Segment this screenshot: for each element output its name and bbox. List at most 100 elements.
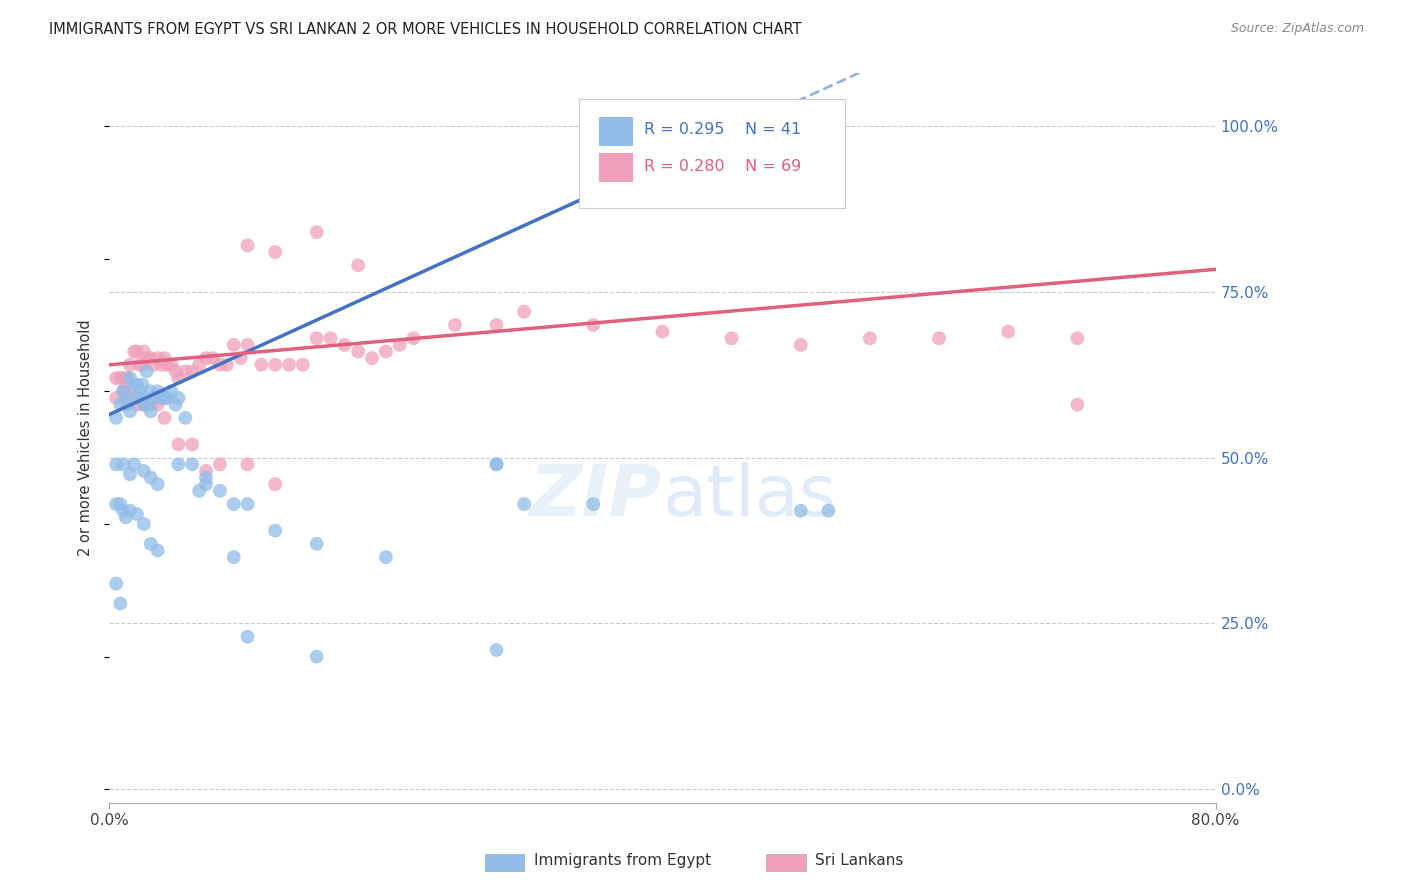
- Point: [188, 358, 211, 372]
- Point: [485, 457, 508, 471]
- Point: [118, 467, 141, 482]
- Point: [105, 576, 128, 591]
- Point: [167, 437, 190, 451]
- Point: [150, 391, 173, 405]
- Point: [236, 338, 259, 352]
- Point: [651, 325, 673, 339]
- Point: [402, 331, 425, 345]
- Point: [513, 304, 536, 318]
- Point: [859, 331, 882, 345]
- Point: [374, 550, 396, 565]
- Point: [513, 497, 536, 511]
- Point: [122, 457, 145, 471]
- Bar: [599, 117, 633, 146]
- Point: [347, 344, 370, 359]
- Point: [817, 504, 839, 518]
- Point: [142, 391, 165, 405]
- Point: [146, 351, 169, 366]
- Point: [160, 358, 183, 372]
- Text: ZIP: ZIP: [530, 462, 662, 531]
- Point: [222, 550, 245, 565]
- Point: [118, 404, 141, 418]
- Point: [132, 398, 155, 412]
- Point: [115, 398, 138, 412]
- Point: [1066, 331, 1088, 345]
- Point: [201, 351, 224, 366]
- Text: atlas: atlas: [662, 462, 837, 531]
- Point: [582, 497, 605, 511]
- Point: [105, 457, 128, 471]
- Point: [132, 464, 155, 478]
- Point: [165, 364, 187, 378]
- Point: [112, 384, 135, 399]
- Point: [112, 384, 135, 399]
- Point: [997, 325, 1019, 339]
- Point: [132, 391, 155, 405]
- Point: [195, 464, 218, 478]
- Point: [485, 457, 508, 471]
- Text: IMMIGRANTS FROM EGYPT VS SRI LANKAN 2 OR MORE VEHICLES IN HOUSEHOLD CORRELATION : IMMIGRANTS FROM EGYPT VS SRI LANKAN 2 OR…: [49, 22, 801, 37]
- Point: [361, 351, 384, 366]
- Point: [118, 358, 141, 372]
- Text: Source: ZipAtlas.com: Source: ZipAtlas.com: [1230, 22, 1364, 36]
- Point: [112, 504, 135, 518]
- Point: [167, 371, 190, 385]
- Point: [195, 351, 218, 366]
- Bar: [599, 153, 633, 182]
- Point: [110, 597, 132, 611]
- Point: [115, 384, 138, 399]
- Point: [236, 630, 259, 644]
- Point: [582, 318, 605, 332]
- Point: [264, 358, 287, 372]
- Point: [264, 524, 287, 538]
- Point: [125, 507, 148, 521]
- Point: [790, 338, 813, 352]
- Point: [222, 497, 245, 511]
- Point: [208, 457, 231, 471]
- Point: [485, 643, 508, 657]
- Point: [132, 344, 155, 359]
- Point: [135, 364, 157, 378]
- Point: [146, 384, 169, 399]
- Point: [136, 398, 159, 412]
- Point: [146, 398, 169, 412]
- FancyBboxPatch shape: [579, 98, 845, 208]
- Point: [105, 410, 128, 425]
- Point: [174, 364, 197, 378]
- Point: [319, 331, 342, 345]
- Point: [222, 338, 245, 352]
- Point: [105, 391, 128, 405]
- Point: [167, 457, 190, 471]
- Point: [153, 410, 176, 425]
- Point: [105, 371, 128, 385]
- Point: [118, 391, 141, 405]
- Point: [195, 470, 218, 484]
- Point: [305, 537, 328, 551]
- Point: [790, 504, 813, 518]
- Point: [188, 483, 211, 498]
- Point: [236, 457, 259, 471]
- Point: [131, 377, 153, 392]
- Text: Sri Lankans: Sri Lankans: [815, 854, 904, 868]
- Point: [139, 404, 162, 418]
- Point: [110, 398, 132, 412]
- Point: [153, 351, 176, 366]
- Text: Immigrants from Egypt: Immigrants from Egypt: [534, 854, 711, 868]
- Point: [195, 477, 218, 491]
- Point: [444, 318, 467, 332]
- Point: [105, 497, 128, 511]
- Point: [215, 358, 238, 372]
- Point: [1066, 398, 1088, 412]
- Point: [181, 457, 204, 471]
- Point: [139, 470, 162, 484]
- Point: [115, 371, 138, 385]
- Point: [181, 364, 204, 378]
- Point: [167, 391, 190, 405]
- Point: [333, 338, 356, 352]
- Point: [208, 483, 231, 498]
- Point: [136, 351, 159, 366]
- Point: [125, 344, 148, 359]
- Y-axis label: 2 or more Vehicles in Household: 2 or more Vehicles in Household: [79, 319, 93, 556]
- Point: [181, 437, 204, 451]
- Text: R = 0.295    N = 41: R = 0.295 N = 41: [644, 122, 801, 137]
